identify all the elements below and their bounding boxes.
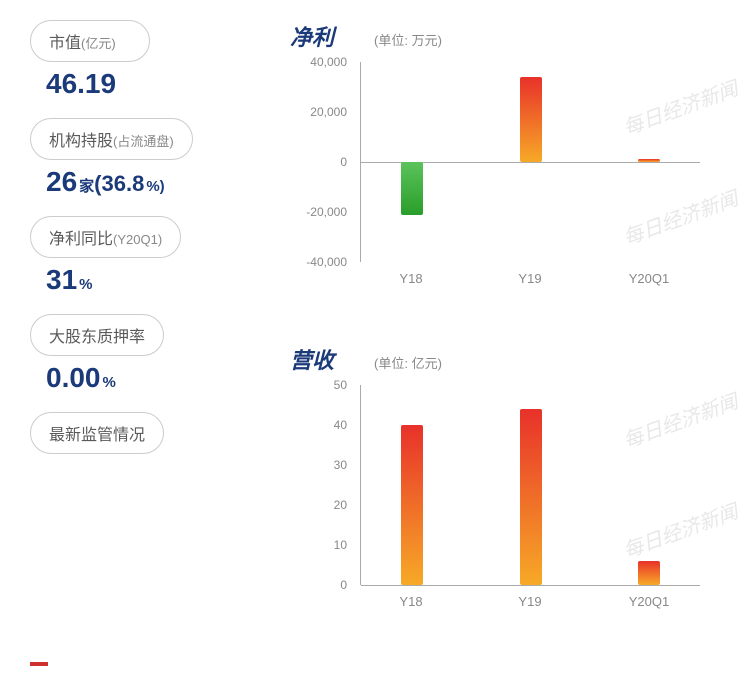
metric-item: 最新监管情况 xyxy=(30,412,260,454)
metric-label: 大股东质押率 xyxy=(49,323,145,347)
metric-value: 26家(36.8%) xyxy=(46,166,260,198)
plot-area xyxy=(360,385,700,585)
metric-sublabel: (占流通盘) xyxy=(113,131,174,150)
y-tick-label: 20 xyxy=(334,498,347,512)
bar xyxy=(638,561,660,585)
y-tick-label: 40,000 xyxy=(310,55,347,69)
metric-label: 市值 xyxy=(49,29,81,53)
x-tick-label: Y18 xyxy=(399,594,422,609)
y-tick-label: 30 xyxy=(334,458,347,472)
chart1-unit: (单位: 万元) xyxy=(374,30,442,49)
bar xyxy=(520,409,542,585)
chart1-body: 每日经济新闻 每日经济新闻 -40,000-20,000020,00040,00… xyxy=(300,62,720,292)
plot-area xyxy=(360,62,700,262)
y-tick-label: -40,000 xyxy=(306,255,347,269)
metric-sublabel: (Y20Q1) xyxy=(113,232,162,247)
metric-item: 机构持股(占流通盘) 26家(36.8%) xyxy=(30,118,260,198)
y-tick-label: 10 xyxy=(334,538,347,552)
metric-label-box: 市值(亿元) xyxy=(30,20,150,62)
metric-label-box: 最新监管情况 xyxy=(30,412,164,454)
chart2-unit: (单位: 亿元) xyxy=(374,353,442,372)
metric-item: 大股东质押率 0.00% xyxy=(30,314,260,394)
metric-sublabel: (亿元) xyxy=(81,33,116,52)
y-tick-label: 0 xyxy=(340,155,347,169)
metric-label-box: 大股东质押率 xyxy=(30,314,164,356)
metric-item: 市值(亿元) 46.19 xyxy=(30,20,260,100)
x-axis: Y18 Y19 Y20Q1 xyxy=(360,590,700,615)
chart-revenue: 营收 (单位: 亿元) 每日经济新闻 每日经济新闻 01020304050Y18… xyxy=(290,343,720,666)
red-marker xyxy=(30,662,48,666)
y-tick-label: 50 xyxy=(334,378,347,392)
bar xyxy=(638,159,660,162)
x-tick-label: Y20Q1 xyxy=(629,594,669,609)
chart-net-profit: 净利 (单位: 万元) 每日经济新闻 每日经济新闻 -40,000-20,000… xyxy=(290,20,720,343)
y-tick-label: 0 xyxy=(340,578,347,592)
chart1-title: 净利 xyxy=(290,20,334,52)
charts-panel: 净利 (单位: 万元) 每日经济新闻 每日经济新闻 -40,000-20,000… xyxy=(260,20,720,666)
metric-unit: 家 xyxy=(79,175,94,196)
y-tick-label: -20,000 xyxy=(306,205,347,219)
chart2-title: 营收 xyxy=(290,343,334,375)
metric-label: 净利同比 xyxy=(49,225,113,249)
y-axis: 01020304050 xyxy=(300,385,355,585)
metric-unit: % xyxy=(79,276,92,293)
metric-label: 机构持股 xyxy=(49,127,113,151)
metric-value: 31% xyxy=(46,264,260,296)
metric-label-box: 机构持股(占流通盘) xyxy=(30,118,193,160)
bar xyxy=(401,425,423,585)
metric-value: 46.19 xyxy=(46,68,260,100)
metric-value: 0.00% xyxy=(46,362,260,394)
x-axis: Y18 Y19 Y20Q1 xyxy=(360,267,700,292)
bar xyxy=(401,162,423,215)
metric-unit: % xyxy=(103,374,116,391)
chart2-body: 每日经济新闻 每日经济新闻 01020304050Y18Y19Y20Q1 xyxy=(300,385,720,615)
x-tick-label: Y20Q1 xyxy=(629,271,669,286)
zero-line xyxy=(361,585,700,586)
y-axis: -40,000-20,000020,00040,000 xyxy=(300,62,355,262)
metric-item: 净利同比(Y20Q1) 31% xyxy=(30,216,260,296)
bar xyxy=(520,77,542,162)
metric-label-box: 净利同比(Y20Q1) xyxy=(30,216,181,258)
x-tick-label: Y19 xyxy=(518,594,541,609)
metrics-panel: 市值(亿元) 46.19 机构持股(占流通盘) 26家(36.8%) 净利同比(Y20Q… xyxy=(30,20,260,666)
y-tick-label: 20,000 xyxy=(310,105,347,119)
x-tick-label: Y19 xyxy=(518,271,541,286)
x-tick-label: Y18 xyxy=(399,271,422,286)
y-tick-label: 40 xyxy=(334,418,347,432)
metric-label: 最新监管情况 xyxy=(49,421,145,445)
